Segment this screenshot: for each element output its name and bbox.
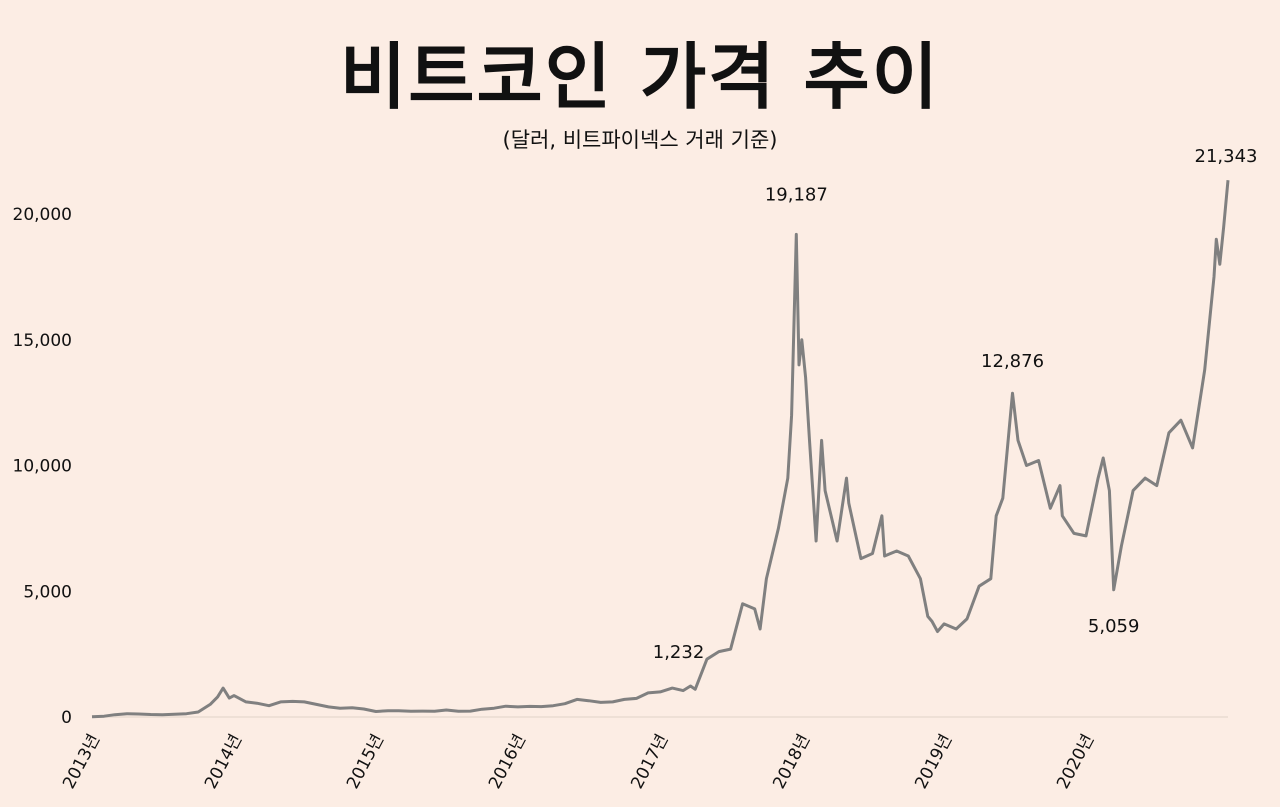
data-label: 12,876 bbox=[981, 351, 1044, 372]
x-tick-label: 2017년 bbox=[627, 731, 672, 792]
y-tick-label: 20,000 bbox=[13, 205, 72, 225]
x-tick-label: 2016년 bbox=[485, 731, 530, 792]
x-tick-label: 2014년 bbox=[201, 731, 246, 792]
data-label: 1,232 bbox=[653, 642, 705, 663]
chart-subtitle: (달러, 비트파이넥스 거래 기준) bbox=[502, 128, 778, 152]
y-tick-label: 10,000 bbox=[13, 457, 72, 477]
data-label: 5,059 bbox=[1088, 616, 1140, 637]
y-tick-label: 0 bbox=[61, 708, 72, 728]
data-label: 21,343 bbox=[1195, 146, 1258, 167]
x-tick-label: 2015년 bbox=[343, 731, 388, 792]
x-tick-label: 2020년 bbox=[1053, 731, 1098, 792]
x-tick-label: 2019년 bbox=[911, 731, 956, 792]
chart-title: 비트코인 가격 추이 bbox=[339, 35, 941, 119]
data-label: 19,187 bbox=[765, 184, 828, 205]
x-tick-label: 2018년 bbox=[769, 731, 814, 792]
price-series-line bbox=[91, 180, 1230, 719]
y-tick-label: 15,000 bbox=[13, 331, 72, 351]
x-tick-label: 2013년 bbox=[59, 731, 104, 792]
y-tick-label: 5,000 bbox=[23, 582, 72, 602]
